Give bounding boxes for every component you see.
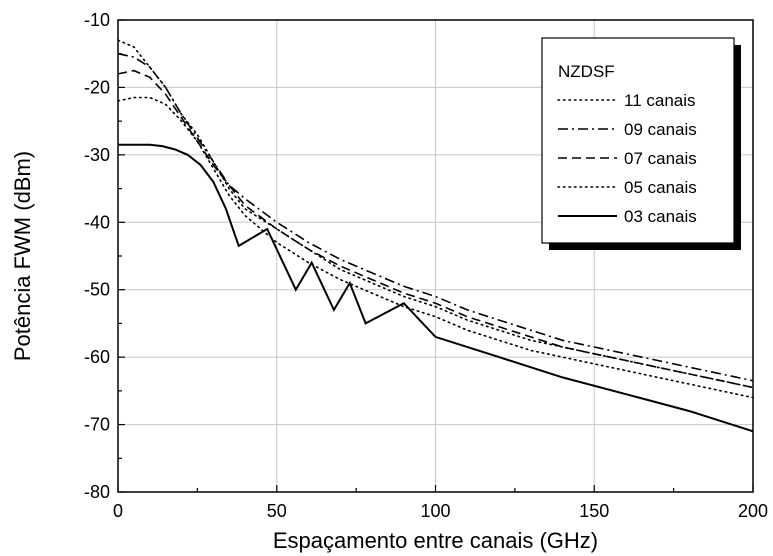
y-tick-label: -30 — [84, 145, 110, 165]
legend-entry-label: 05 canais — [624, 178, 697, 197]
y-tick-label: -60 — [84, 347, 110, 367]
legend-entry-label: 11 canais — [624, 91, 696, 110]
legend-entry-label: 09 canais — [624, 120, 697, 139]
y-tick-label: -10 — [84, 10, 110, 30]
x-axis-title: Espaçamento entre canais (GHz) — [273, 528, 598, 553]
x-tick-label: 50 — [267, 501, 287, 521]
y-tick-label: -40 — [84, 212, 110, 232]
x-tick-label: 150 — [579, 501, 609, 521]
x-tick-label: 200 — [738, 501, 768, 521]
legend-title: NZDSF — [558, 62, 615, 81]
y-tick-label: -50 — [84, 280, 110, 300]
x-tick-label: 100 — [420, 501, 450, 521]
y-tick-label: -80 — [84, 482, 110, 502]
y-tick-label: -70 — [84, 415, 110, 435]
legend-entry-label: 03 canais — [624, 207, 697, 226]
x-tick-label: 0 — [113, 501, 123, 521]
y-axis-title: Potência FWM (dBm) — [10, 151, 35, 361]
legend-entry-label: 07 canais — [624, 149, 697, 168]
y-tick-label: -20 — [84, 77, 110, 97]
legend: NZDSF 11 canais 09 canais 07 canais 05 canai… — [542, 38, 741, 250]
